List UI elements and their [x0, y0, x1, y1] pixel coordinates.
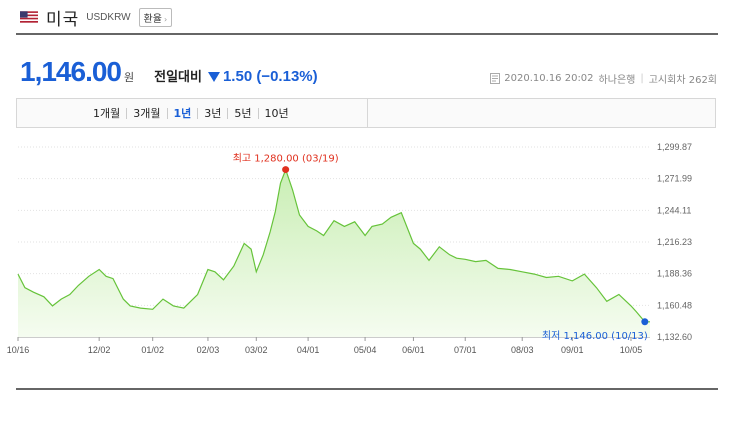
- us-flag-icon: [20, 11, 38, 23]
- tab-separator: [166, 107, 168, 119]
- y-tick-label: 1,299.87: [657, 142, 692, 152]
- x-tick-label: 03/02: [245, 345, 268, 355]
- tab-1-month[interactable]: 1개월: [93, 107, 121, 120]
- chart-svg: 1,299.87 1,271.99 1,244.11 1,216.23 1,188.36…: [7, 142, 692, 355]
- y-tick-label: 1,271.99: [657, 174, 692, 184]
- series-line: [17, 167, 650, 323]
- tab-3-months[interactable]: 3개월: [133, 107, 161, 120]
- max-point-marker: [282, 166, 290, 174]
- timestamp: 2020.10.16 20:02: [504, 73, 594, 84]
- x-tick-label: 02/03: [197, 345, 220, 355]
- tab-10-years[interactable]: 10년: [264, 107, 289, 120]
- min-label: 최저 1,146.00 (10/13): [542, 330, 648, 342]
- down-triangle-icon: [207, 72, 220, 83]
- current-price: 1,146.00: [20, 56, 122, 87]
- x-tick-label: 07/01: [454, 345, 477, 355]
- y-tick-label: 1,188.36: [657, 269, 692, 279]
- tab-5-years[interactable]: 5년: [234, 107, 252, 120]
- tab-separator: [227, 107, 229, 119]
- quote-meta: 2020.10.16 20:02 하나은행 | 고시회차 262회: [490, 71, 717, 86]
- change-label: 전일대비: [154, 70, 202, 85]
- bank-name: 하나은행: [598, 75, 636, 86]
- exchange-button[interactable]: 환율 ›: [138, 7, 173, 27]
- x-tick-label: 01/02: [141, 345, 164, 355]
- tab-separator: [126, 107, 128, 119]
- y-tick-label: 1,244.11: [657, 205, 691, 215]
- y-tick-label: 1,160.48: [657, 300, 692, 310]
- meta-separator: |: [640, 73, 644, 84]
- change-value-wrap: 1.50 (−0.13%): [207, 68, 318, 85]
- tab-1-year[interactable]: 1년: [173, 107, 192, 120]
- chevron-right-icon: ›: [163, 14, 168, 24]
- currency-code: USDKRW: [86, 11, 131, 23]
- x-tick-label: 12/02: [88, 345, 111, 355]
- min-point-marker: [641, 318, 649, 326]
- exchange-rate-chart: 1,299.87 1,271.99 1,244.11 1,216.23 1,188.36…: [0, 130, 736, 370]
- series-area: [18, 169, 650, 337]
- tab-3-years[interactable]: 3년: [204, 107, 222, 120]
- x-tick-label: 06/01: [402, 345, 425, 355]
- y-tick-label: 1,216.23: [657, 237, 692, 247]
- top-divider: [16, 33, 718, 35]
- header: 미국 USDKRW 환율 ›: [20, 5, 173, 30]
- bottom-divider: [16, 388, 718, 390]
- exchange-button-label: 환율: [143, 13, 162, 25]
- y-tick-label: 1,132.60: [657, 332, 692, 342]
- document-icon: [490, 73, 501, 84]
- change-value: 1.50 (−0.13%): [222, 68, 318, 85]
- tabs-divider: [367, 99, 368, 127]
- tab-separator: [197, 107, 199, 119]
- country-name: 미국: [46, 9, 80, 30]
- x-tick-label: 09/01: [561, 345, 584, 355]
- notice-count: 고시회차 262회: [648, 75, 717, 86]
- max-label: 최고 1,280.00 (03/19): [233, 153, 339, 165]
- x-tick-label: 05/04: [354, 345, 377, 355]
- x-tick-label: 04/01: [297, 345, 320, 355]
- price-unit: 원: [124, 71, 135, 84]
- x-tick-label: 10/16: [7, 345, 30, 355]
- quote: 1,146.00 원 전일대비 1.50 (−0.13%): [20, 56, 318, 88]
- tab-separator: [257, 107, 259, 119]
- x-tick-label: 10/05: [620, 345, 643, 355]
- x-tick-label: 08/03: [511, 345, 534, 355]
- period-tabs: 1개월 3개월 1년 3년 5년 10년: [16, 98, 716, 128]
